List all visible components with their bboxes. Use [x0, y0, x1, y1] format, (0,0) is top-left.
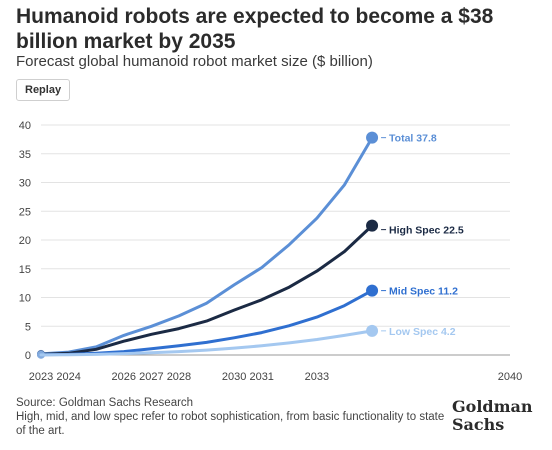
- series-end-point: [366, 284, 379, 297]
- series-line: [39, 329, 374, 357]
- footnote: High, mid, and low spec refer to robot s…: [16, 411, 445, 437]
- x-tick-label: 2028: [167, 371, 191, 383]
- y-tick-label: 30: [19, 178, 31, 190]
- series-end-label: Low Spec 4.2: [389, 326, 456, 338]
- series-line: [39, 224, 374, 356]
- replay-button[interactable]: Replay: [16, 79, 71, 101]
- goldman-sachs-logo: Goldman Sachs: [452, 397, 533, 434]
- x-tick-label: 2040: [498, 371, 522, 383]
- series-end-label: Total 37.8: [389, 133, 437, 145]
- series-end-point: [366, 324, 379, 337]
- series-start-point: [37, 350, 45, 359]
- x-tick-label: 2033: [305, 371, 329, 383]
- x-tick-label: 2030: [222, 371, 246, 383]
- series-end-label: High Spec 22.5: [389, 225, 464, 237]
- line-chart: 0 5 10 15 20 25 30 35 40 2023 2024 2026 2027 2028 203…: [19, 120, 522, 383]
- y-tick-label: 10: [19, 293, 31, 305]
- chart-subtitle: Forecast global humanoid robot market si…: [16, 53, 373, 70]
- x-axis-ticks: 2023 2024 2026 2027 2028 2030 2031 2033 2040: [29, 371, 522, 383]
- chart-gridlines: [41, 124, 510, 356]
- x-tick-label: 2024: [56, 371, 80, 383]
- y-tick-label: 35: [19, 149, 31, 161]
- series-end-point: [366, 131, 379, 144]
- y-tick-label: 5: [25, 321, 31, 333]
- series-end-labels: Total 37.8 High Spec 22.5 Mid Spec 11.2 Low…: [381, 133, 464, 338]
- x-tick-label: 2023: [29, 371, 53, 383]
- y-tick-label: 40: [19, 120, 31, 132]
- x-tick-label: 2026: [112, 371, 136, 383]
- source-note: Source: Goldman Sachs Research: [16, 397, 194, 409]
- y-tick-label: 15: [19, 264, 31, 276]
- series-end-label: Mid Spec 11.2: [389, 286, 458, 298]
- y-tick-label: 25: [19, 206, 31, 218]
- series-line: [39, 136, 374, 356]
- series-end-point: [366, 219, 379, 232]
- x-tick-label: 2031: [249, 371, 273, 383]
- series-line: [39, 289, 374, 357]
- y-axis-ticks: 0 5 10 15 20 25 30 35 40: [19, 120, 31, 362]
- chart-title: Humanoid robots are expected to become a…: [16, 5, 494, 53]
- chart-series: [37, 131, 379, 359]
- y-tick-label: 20: [19, 235, 31, 247]
- y-tick-label: 0: [25, 350, 31, 362]
- x-tick-label: 2027: [139, 371, 163, 383]
